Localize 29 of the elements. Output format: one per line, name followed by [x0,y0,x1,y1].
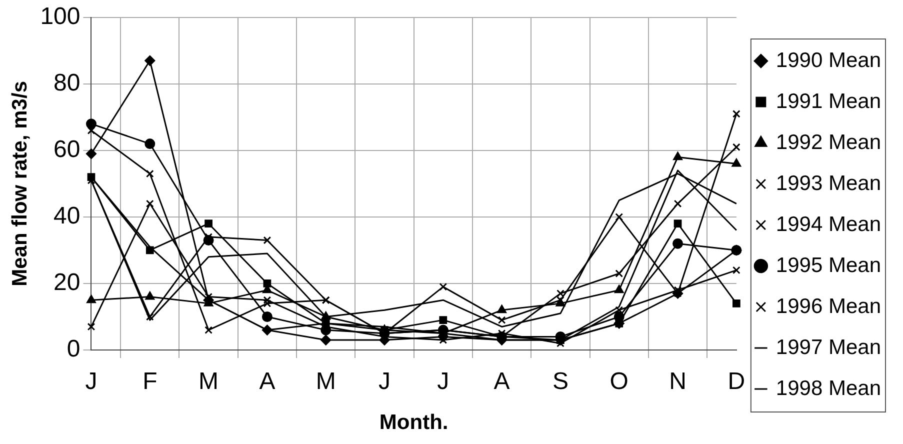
legend-label: 1991 Mean [776,90,882,113]
legend-label: 1995 Mean [776,254,882,277]
x-axis-title: Month. [379,411,448,434]
legend-label: 1998 Mean [776,376,882,400]
legend-label: 1994 Mean [776,212,882,236]
legend-label: 1996 Mean [776,294,882,318]
x-tick-label: N [669,368,686,396]
legend-label: 1997 Mean [776,336,882,359]
x-tick-label: J [378,368,391,396]
x-tick-label: J [85,368,98,396]
x-tick-label: D [728,368,746,396]
y-tick-label: 60 [54,136,80,164]
legend-label: 1992 Mean [776,130,882,154]
y-tick-label: 20 [54,269,80,296]
x-tick-label: A [259,368,276,396]
x-tick-label: J [437,368,450,396]
legend-label: 1990 Mean [776,48,882,72]
x-tick-label: M [198,368,219,396]
y-tick-label: 40 [54,202,80,230]
y-axis-title: Mean flow rate, m3/s [8,80,32,286]
y-tick-label: 0 [66,336,80,363]
x-tick-label: A [494,368,510,396]
x-tick-label: O [610,368,628,396]
x-tick-label: F [142,368,158,396]
y-tick-label: 80 [54,70,80,97]
x-tick-label: M [316,368,336,396]
x-tick-label: S [552,368,568,396]
legend-label: 1993 Mean [776,172,882,195]
y-tick-label: 100 [40,3,80,30]
